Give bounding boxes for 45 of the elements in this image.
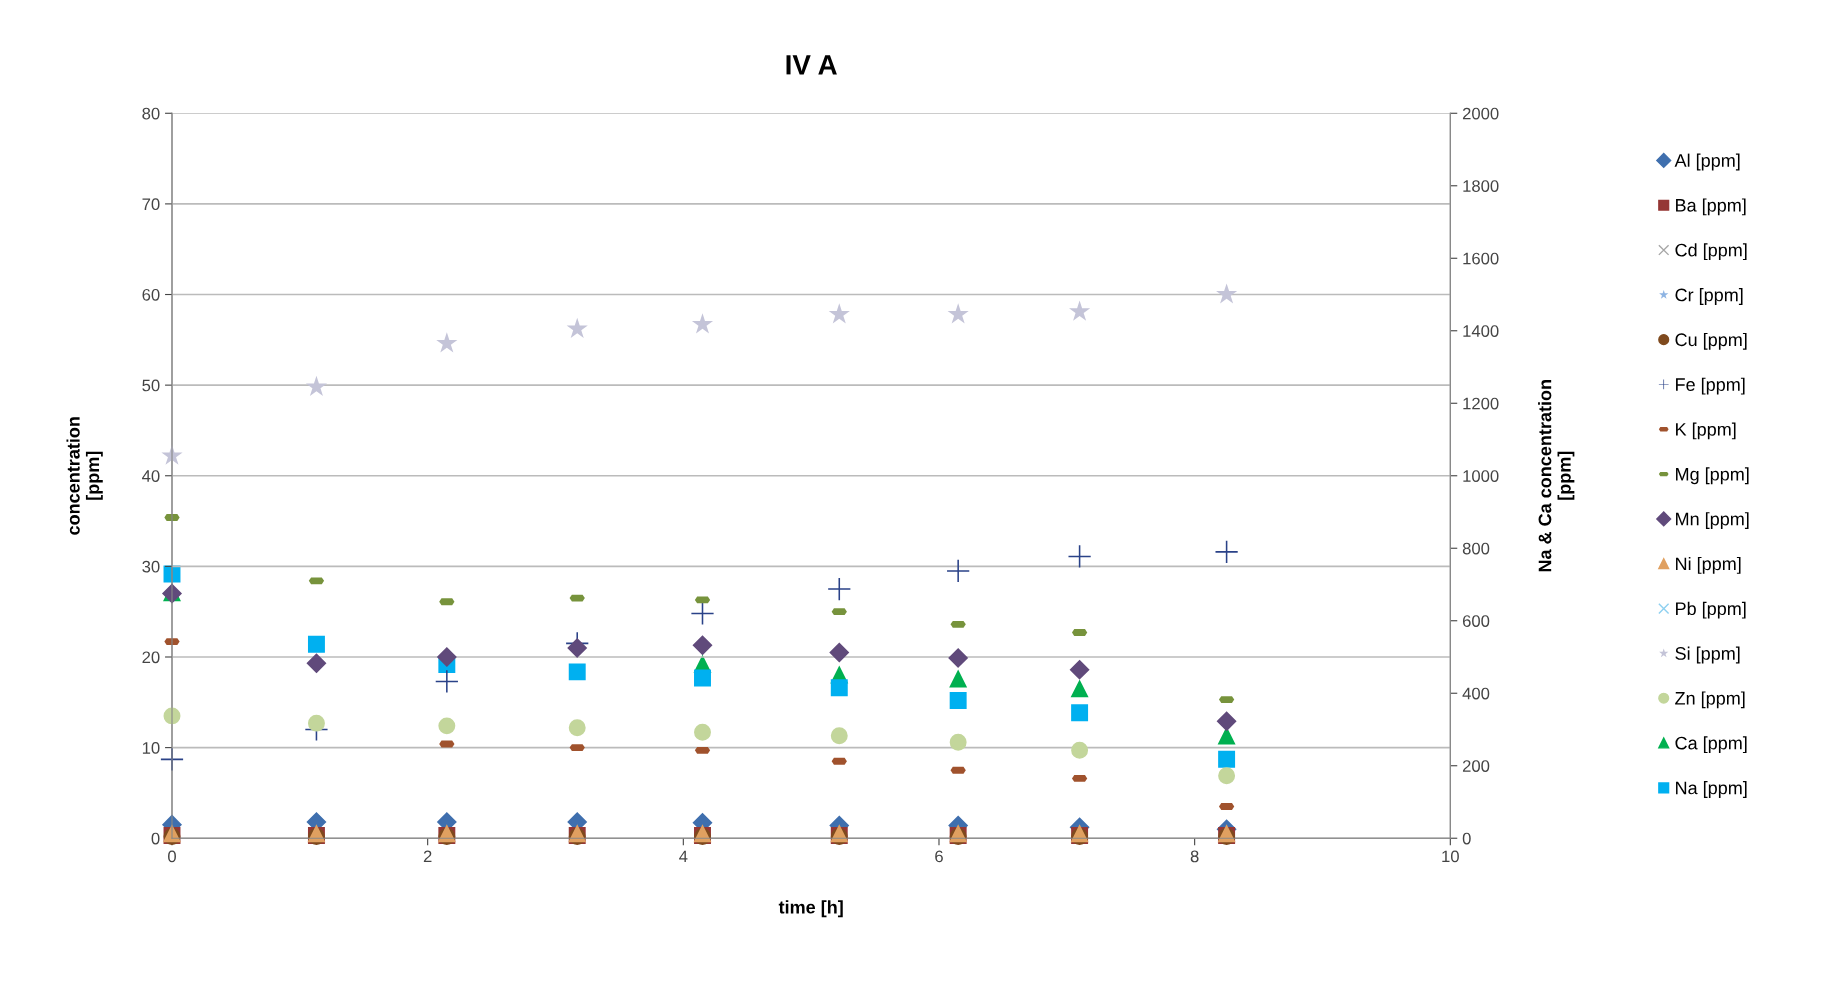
y2-tick-label: 1400	[1463, 325, 1499, 337]
y2-tick-label: 1800	[1463, 180, 1499, 192]
legend-label: Zn [ppm]	[1675, 691, 1745, 709]
legend-label: Ba [ppm]	[1676, 198, 1746, 216]
legend-label: Cd [ppm]	[1675, 243, 1747, 261]
y-axis-title: concentration [ppm]	[66, 417, 103, 535]
y2-tick-label: 1200	[1463, 397, 1499, 410]
y2-tick-label: 2000	[1462, 107, 1499, 120]
legend-label: Si [ppm]	[1675, 646, 1740, 664]
x-tick-label: 0	[168, 850, 176, 863]
legend-label: Pb [ppm]	[1676, 601, 1746, 619]
y-tick-label: 50	[142, 379, 160, 392]
y2-tick-label: 1600	[1463, 252, 1499, 265]
y-tick-label: 0	[151, 832, 160, 845]
y-tick-label: 20	[142, 651, 160, 664]
y2-tick-label: 400	[1462, 687, 1490, 700]
y2-tick-label: 600	[1462, 615, 1490, 627]
legend-label: Ca [ppm]	[1675, 736, 1747, 754]
y2-tick-label: 0	[1462, 832, 1471, 845]
x-tick-label: 2	[423, 850, 432, 863]
x-tick-label: 4	[679, 850, 688, 863]
y2-axis-title: Na & Ca concentration [ppm]	[1538, 380, 1575, 572]
y-tick-label: 10	[142, 742, 160, 754]
legend-label: Mg [ppm]	[1676, 467, 1749, 485]
x-tick-label: 10	[1442, 850, 1459, 863]
x-tick-label: 6	[935, 850, 943, 863]
legend-label: Na [ppm]	[1676, 781, 1747, 798]
x-axis-title: time [h]	[778, 900, 843, 918]
legend-label: Cu [ppm]	[1675, 332, 1747, 350]
chart-title: IV A	[786, 55, 837, 75]
y-tick-label: 30	[142, 560, 160, 573]
legend-label: Fe [ppm]	[1676, 377, 1745, 395]
x-tick-label: 8	[1190, 850, 1199, 863]
y-tick-label: 70	[142, 198, 160, 211]
legend-label: Mn [ppm]	[1676, 512, 1749, 529]
legend-label: Al [ppm]	[1674, 153, 1740, 171]
y2-tick-label: 800	[1462, 542, 1490, 555]
y-tick-label: 80	[142, 107, 160, 120]
y2-tick-label: 200	[1462, 760, 1490, 772]
legend-label: K [ppm]	[1676, 422, 1736, 440]
y-tick-label: 60	[142, 288, 160, 301]
legend-label: Ni [ppm]	[1676, 556, 1741, 574]
y-tick-label: 40	[142, 470, 160, 482]
y2-tick-label: 1000	[1463, 470, 1499, 482]
legend-label: Cr [ppm]	[1675, 288, 1743, 305]
